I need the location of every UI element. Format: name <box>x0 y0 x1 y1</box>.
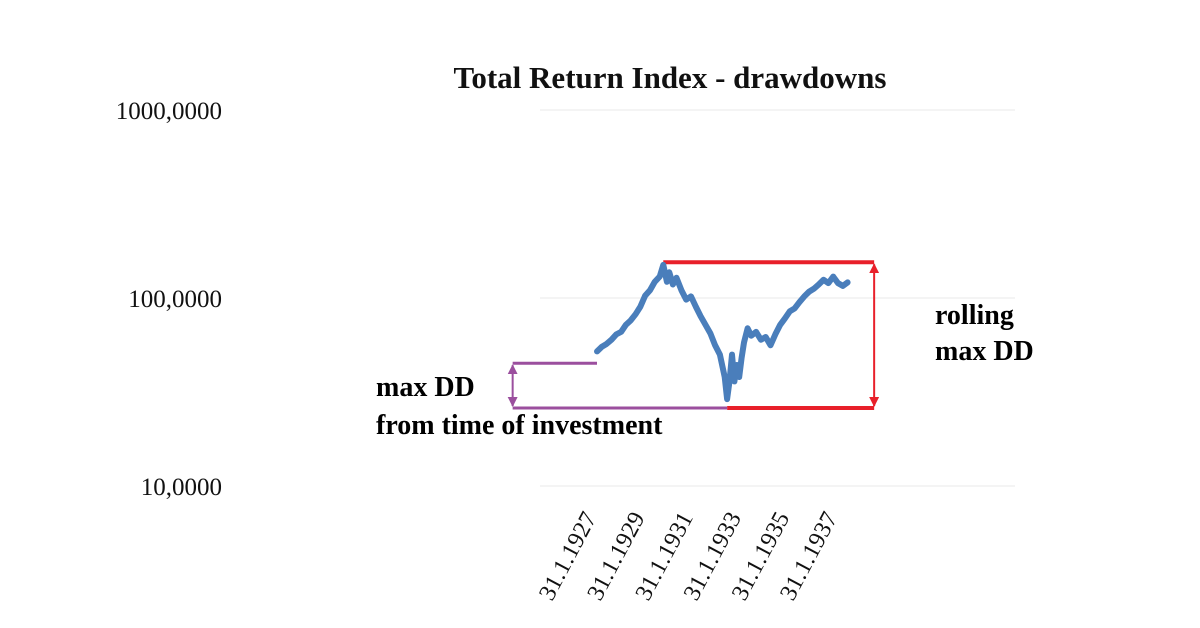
y-tick-label: 1000,0000 <box>116 98 222 125</box>
series-lines <box>594 261 851 403</box>
max-dd-investment-label-line-2: from time of investment <box>376 410 663 441</box>
y-axis-tick-labels: 1000,0000 100,0000 10,0000 <box>116 98 222 501</box>
y-tick-label: 100,0000 <box>128 286 222 313</box>
chart-title: Total Return Index - drawdowns <box>454 60 887 95</box>
grid-lines <box>540 109 1015 487</box>
x-axis-tick-labels: 31.1.192731.1.192931.1.193131.1.193331.1… <box>534 508 843 605</box>
rolling-max-dd-label-line-2: max DD <box>935 336 1034 367</box>
series-line <box>594 261 851 403</box>
rolling-max-dd-label-line-1: rolling <box>935 300 1014 331</box>
max-dd-investment-label-line-1: max DD <box>376 372 475 403</box>
drawdown-annotation-lines <box>507 260 880 410</box>
y-tick-label: 10,0000 <box>141 474 222 501</box>
